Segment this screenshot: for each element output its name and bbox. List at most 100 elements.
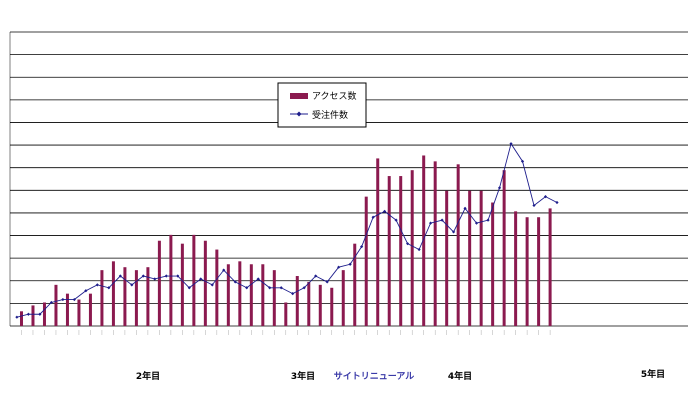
bar bbox=[77, 299, 81, 326]
bar bbox=[525, 217, 529, 326]
order-point bbox=[199, 277, 203, 281]
line-series-orders bbox=[15, 142, 559, 319]
order-point bbox=[164, 274, 168, 278]
bar bbox=[376, 158, 380, 326]
bar bbox=[226, 264, 230, 326]
order-point bbox=[428, 221, 433, 225]
bar bbox=[514, 211, 518, 326]
order-point bbox=[245, 286, 249, 290]
bar bbox=[353, 243, 357, 326]
order-point bbox=[325, 280, 329, 284]
bar bbox=[479, 190, 483, 326]
order-point bbox=[497, 186, 502, 190]
order-point bbox=[38, 312, 42, 316]
order-point bbox=[371, 215, 375, 219]
period-label-year5: 5年目 bbox=[641, 368, 665, 380]
order-point bbox=[153, 277, 157, 281]
order-point bbox=[95, 283, 99, 287]
bar bbox=[157, 240, 161, 326]
order-point bbox=[233, 280, 237, 284]
bar bbox=[238, 261, 242, 326]
bar bbox=[134, 270, 138, 326]
order-point bbox=[543, 195, 548, 199]
bar bbox=[65, 293, 69, 326]
order-point bbox=[509, 142, 513, 146]
order-point bbox=[107, 286, 111, 290]
bar bbox=[445, 190, 449, 326]
order-point bbox=[302, 286, 306, 290]
order-point bbox=[394, 218, 398, 222]
bar bbox=[203, 240, 207, 326]
period-label-year3: 3年目 bbox=[291, 370, 315, 382]
bar bbox=[146, 267, 150, 326]
order-point bbox=[15, 315, 19, 319]
bar bbox=[54, 284, 58, 326]
order-point bbox=[141, 274, 145, 278]
order-point bbox=[49, 300, 53, 305]
order-line bbox=[16, 142, 558, 318]
bar bbox=[249, 264, 253, 326]
order-point bbox=[417, 247, 421, 252]
legend-label-access: アクセス数 bbox=[312, 90, 357, 102]
bar bbox=[318, 284, 322, 326]
bar bbox=[548, 208, 552, 326]
order-point bbox=[440, 218, 444, 222]
order-point bbox=[520, 159, 525, 163]
bar bbox=[272, 270, 276, 326]
order-point bbox=[256, 277, 260, 281]
bar bbox=[491, 202, 495, 326]
bar-series-access bbox=[19, 155, 552, 326]
order-point bbox=[210, 283, 214, 287]
order-point bbox=[532, 203, 536, 208]
order-point bbox=[555, 200, 559, 205]
order-point bbox=[84, 289, 88, 293]
order-point bbox=[291, 292, 295, 296]
order-point bbox=[474, 221, 479, 225]
bar bbox=[180, 243, 184, 326]
bar bbox=[100, 270, 104, 326]
legend-box bbox=[277, 82, 367, 128]
period-label-year4: 4年目 bbox=[448, 370, 472, 382]
order-point bbox=[463, 206, 467, 210]
order-point bbox=[406, 242, 410, 246]
bar bbox=[295, 276, 299, 326]
bar bbox=[42, 302, 46, 326]
bar bbox=[502, 170, 506, 326]
order-point bbox=[130, 283, 134, 287]
bar bbox=[387, 176, 391, 326]
annotation-site-renewal: サイトリニューアル bbox=[334, 371, 415, 382]
bar bbox=[433, 161, 437, 326]
bar bbox=[111, 261, 115, 326]
bar bbox=[215, 249, 219, 326]
bar bbox=[284, 302, 288, 326]
bar bbox=[261, 264, 265, 326]
bar bbox=[192, 234, 196, 326]
legend-marker-orders bbox=[296, 111, 302, 117]
order-point bbox=[314, 274, 318, 278]
legend-label-orders: 受注件数 bbox=[312, 109, 348, 121]
bar bbox=[169, 234, 173, 326]
legend: アクセス数 受注件数 bbox=[277, 82, 367, 128]
bar bbox=[537, 217, 541, 326]
bar bbox=[330, 287, 334, 326]
bar bbox=[88, 293, 92, 326]
order-point bbox=[360, 245, 364, 249]
bar bbox=[410, 170, 414, 326]
bar bbox=[307, 281, 311, 326]
order-point bbox=[486, 218, 490, 222]
order-point bbox=[279, 286, 283, 290]
order-point bbox=[72, 297, 76, 302]
period-label-year2: 2年目 bbox=[136, 370, 160, 382]
order-point bbox=[383, 209, 387, 213]
order-point bbox=[118, 274, 122, 278]
order-point bbox=[61, 297, 65, 302]
order-point bbox=[222, 268, 226, 272]
order-point bbox=[451, 230, 456, 234]
x-axis-ticks bbox=[21, 330, 551, 335]
order-point bbox=[348, 262, 352, 266]
order-point bbox=[268, 286, 272, 290]
order-point bbox=[26, 312, 30, 316]
bar bbox=[399, 176, 403, 326]
bar bbox=[468, 190, 472, 326]
